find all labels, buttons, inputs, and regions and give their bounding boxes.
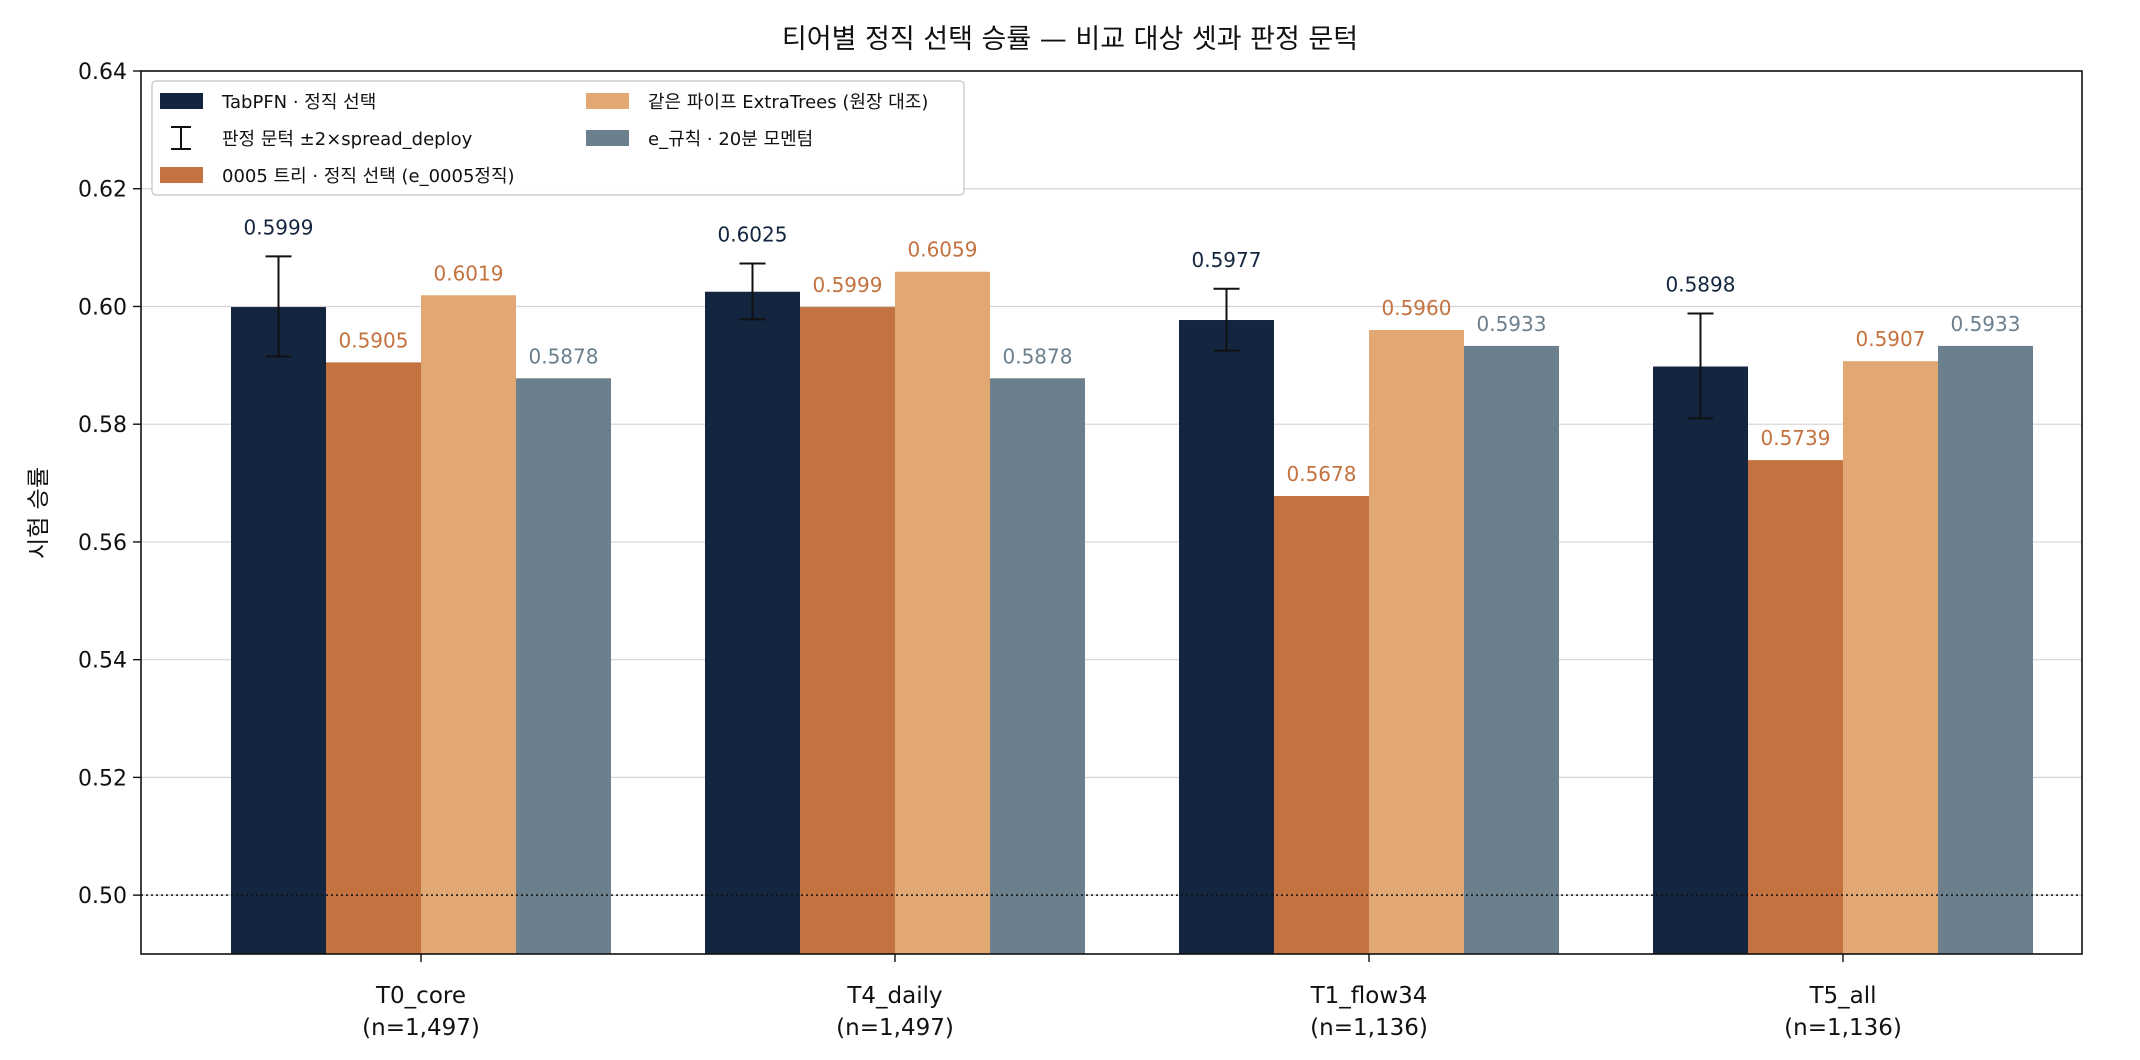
bar: [1464, 345, 1559, 954]
legend-label: TabPFN · 정직 선택: [221, 92, 376, 113]
value-label: 0.5898: [1666, 273, 1736, 297]
bar: [421, 295, 516, 955]
value-label: 0.5678: [1287, 462, 1357, 486]
value-label: 0.5999: [813, 273, 883, 297]
x-tick-label: T1_flow34: [1310, 983, 1428, 1009]
y-tick-label: 0.52: [78, 766, 127, 791]
value-label: 0.5878: [1003, 344, 1073, 368]
value-label: 0.5739: [1761, 426, 1831, 450]
bar: [1274, 496, 1369, 954]
bars: [231, 271, 2033, 955]
value-label: 0.5905: [339, 328, 409, 352]
value-label: 0.6025: [718, 222, 788, 246]
y-tick-label: 0.54: [78, 649, 127, 674]
x-tick-label: T5_all: [1808, 983, 1876, 1009]
bar: [705, 291, 800, 954]
value-label: 0.5999: [244, 215, 314, 239]
bar: [1843, 361, 1938, 955]
value-label: 0.5907: [1856, 327, 1926, 351]
axes: 0.50 0.52 0.54 0.56 0.58 0.60 0.62 0.64 T0_core (…: [78, 60, 2083, 1041]
x-tick-label: T4_daily: [846, 983, 942, 1009]
bar: [1938, 345, 2033, 954]
y-tick-label: 0.50: [78, 884, 127, 909]
bar: [231, 307, 326, 955]
legend-label: 0005 트리 · 정직 선택 (e_0005정직): [222, 166, 515, 187]
legend-label: e_규칙 · 20분 모멘텀: [648, 129, 813, 150]
legend-swatch: [586, 93, 629, 109]
chart-title: 티어별 정직 선택 승률 — 비교 대상 셋과 판정 문턱: [782, 24, 1358, 55]
error-bars: [265, 255, 1714, 420]
y-tick-label: 0.58: [78, 413, 127, 438]
legend-label: 같은 파이프 ExtraTrees (원장 대조): [648, 92, 928, 113]
x-tick-note: (n=1,136): [1310, 1015, 1428, 1041]
bar: [326, 362, 421, 954]
value-label: 0.6059: [908, 238, 978, 262]
y-tick-label: 0.62: [78, 178, 127, 203]
bar: [1748, 460, 1843, 954]
bar: [800, 307, 895, 955]
legend-box: [151, 80, 965, 196]
y-axis-label: 시험 승률: [26, 467, 52, 559]
bar: [516, 378, 611, 954]
bar: [1653, 366, 1748, 954]
legend-swatch: [160, 167, 203, 183]
value-label: 0.5960: [1382, 296, 1452, 320]
legend-swatch: [586, 130, 629, 146]
x-tick-note: (n=1,136): [1784, 1015, 1902, 1041]
value-label: 0.5933: [1951, 312, 2021, 336]
legend-label: 판정 문턱 ±2×spread_deploy: [222, 129, 473, 150]
bar: [990, 378, 1085, 954]
bar: [1179, 320, 1274, 955]
x-tick-note: (n=1,497): [836, 1015, 954, 1041]
x-tick-label: T0_core: [375, 983, 466, 1009]
value-label: 0.5933: [1477, 312, 1547, 336]
y-tick-label: 0.60: [78, 295, 127, 320]
x-tick-note: (n=1,497): [362, 1015, 480, 1041]
bar: [895, 271, 990, 954]
value-label: 0.5878: [529, 344, 599, 368]
value-label: 0.5977: [1192, 248, 1262, 272]
value-label: 0.6019: [434, 261, 504, 285]
y-tick-label: 0.64: [78, 60, 127, 85]
bar: [1369, 330, 1464, 955]
plot-frame: [140, 70, 2083, 955]
y-tick-label: 0.56: [78, 531, 127, 556]
legend-swatch: [160, 93, 203, 109]
value-labels: 0.5999 0.6025 0.5977 0.5898 0.5905 0.5999 0.56…: [244, 215, 2021, 486]
